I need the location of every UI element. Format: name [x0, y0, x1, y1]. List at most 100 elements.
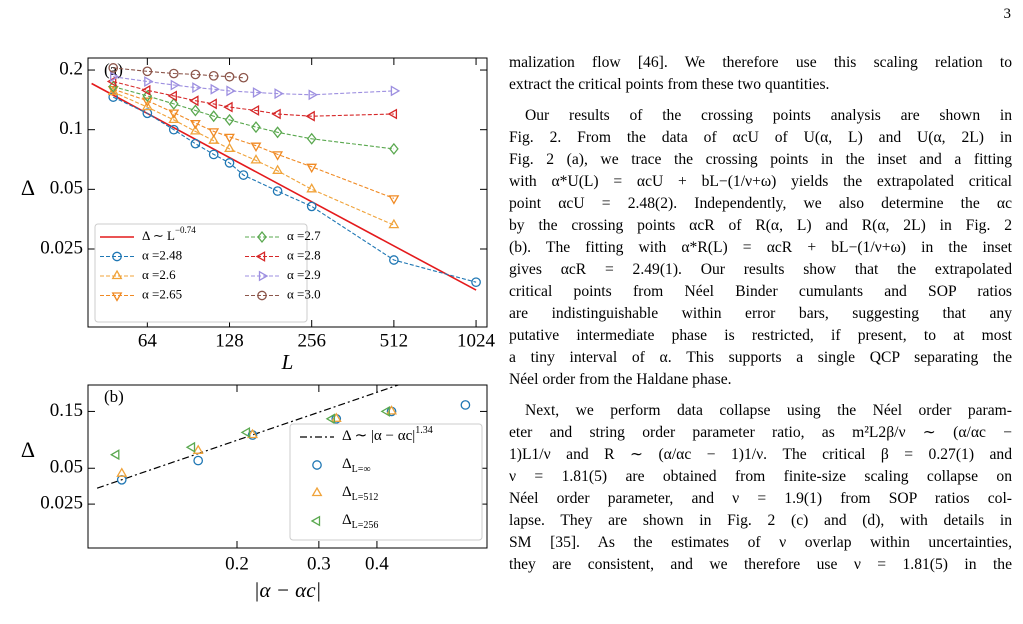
x-tick-label: 512 — [380, 330, 409, 351]
text-line: putative intermediate phase is restricte… — [509, 327, 1012, 344]
marker — [388, 218, 400, 229]
marker — [460, 400, 471, 410]
x-tick-label: 64 — [138, 330, 158, 351]
marker — [224, 71, 235, 82]
marker — [255, 251, 266, 262]
marker — [192, 82, 202, 94]
legend-text: Δ — [342, 484, 352, 500]
y-tick-label: 0.1 — [59, 118, 83, 139]
legend-label: ΔL=256 — [342, 512, 378, 531]
series-line — [113, 67, 244, 79]
marker — [306, 132, 317, 145]
marker — [272, 126, 283, 139]
marker — [258, 270, 269, 282]
marker — [311, 486, 323, 497]
marker — [306, 201, 317, 212]
x-tick-label: 0.3 — [307, 553, 331, 574]
marker — [251, 121, 261, 134]
text-column: malization flow [46]. We therefore use t… — [509, 52, 1012, 576]
plot-frame — [87, 57, 488, 328]
series-line — [112, 91, 395, 226]
text-line: ν = 1.81(5) are obtained from finite-siz… — [509, 468, 1012, 485]
x-tick-label: 1024 — [457, 330, 496, 351]
text-line: point αcU = 2.48(2). Independently, we a… — [509, 195, 1012, 212]
marker — [389, 142, 399, 155]
marker — [272, 186, 283, 196]
marker — [111, 292, 123, 302]
text-line: gives αcR = 2.49(1). Our results show th… — [509, 261, 1012, 278]
fit-line — [91, 82, 477, 291]
marker — [141, 100, 153, 111]
legend-label: Δ ∼ L−0.74 — [142, 225, 196, 243]
marker — [249, 104, 260, 116]
fit-line — [96, 385, 401, 489]
legend-text: Δ ∼ L — [142, 228, 175, 243]
legend-text: α =2.9 — [287, 267, 321, 282]
marker — [257, 230, 267, 244]
legend-label: α =2.65 — [142, 286, 182, 301]
marker — [380, 405, 390, 417]
marker — [189, 125, 201, 135]
marker — [387, 108, 398, 120]
marker — [305, 110, 315, 122]
y-axis-label: Δ — [21, 175, 35, 200]
marker — [111, 269, 123, 280]
text-line: critical points from Néel Binder cumulan… — [509, 283, 1012, 300]
marker — [193, 455, 204, 466]
y-tick-label: 0.05 — [50, 457, 83, 478]
legend-text: α =2.48 — [142, 247, 182, 262]
marker — [190, 138, 201, 149]
marker — [141, 97, 153, 107]
legend-label: ΔL=512 — [342, 484, 378, 503]
text-line: are indistinguishable within error bars,… — [509, 305, 1012, 322]
marker — [108, 63, 119, 73]
text-line: Fig. 2 (a), we trace the crossing points… — [509, 151, 1012, 168]
marker — [272, 164, 284, 174]
marker — [238, 72, 249, 83]
legend-text: α =2.65 — [142, 286, 182, 301]
series-line — [112, 96, 477, 283]
marker — [250, 154, 262, 164]
legend-text: Δ — [342, 512, 352, 528]
y-axis-label: Δ — [21, 437, 35, 462]
marker — [272, 151, 284, 161]
marker — [312, 460, 322, 470]
text-line: by the crossing points αcR of R(α, L) an… — [509, 217, 1012, 234]
marker — [388, 195, 400, 205]
legend-text: Δ ∼ |α − αc| — [342, 428, 415, 444]
marker — [252, 87, 263, 99]
text-line: eter and string order parameter ratio, a… — [509, 424, 1012, 441]
marker — [168, 124, 179, 135]
marker — [208, 134, 220, 144]
text-line: SM [35]. As the estimates of ν overlap w… — [509, 534, 1012, 551]
marker — [325, 413, 336, 425]
marker — [247, 428, 259, 439]
marker — [112, 251, 122, 262]
marker — [185, 441, 196, 453]
marker — [189, 119, 201, 130]
marker — [240, 426, 251, 438]
marker — [238, 170, 249, 180]
legend-frame — [289, 423, 483, 541]
marker — [389, 255, 399, 265]
marker — [167, 90, 177, 102]
y-tick-label: 0.05 — [50, 178, 83, 199]
marker — [207, 98, 217, 110]
marker — [168, 109, 180, 119]
legend-sub: L=512 — [352, 492, 379, 503]
marker — [310, 515, 321, 527]
marker — [306, 163, 318, 174]
x-tick-label: 0.2 — [225, 553, 249, 574]
marker — [226, 85, 236, 97]
y-tick-label: 0.2 — [59, 58, 83, 79]
marker — [224, 113, 235, 126]
y-tick-label: 0.15 — [50, 400, 83, 421]
page-number: 3 — [1003, 6, 1012, 22]
legend-text: α =3.0 — [287, 286, 321, 301]
marker — [116, 467, 128, 477]
legend-sup: 1.34 — [415, 425, 433, 436]
marker — [110, 449, 120, 461]
marker — [140, 84, 151, 96]
marker — [250, 142, 262, 152]
